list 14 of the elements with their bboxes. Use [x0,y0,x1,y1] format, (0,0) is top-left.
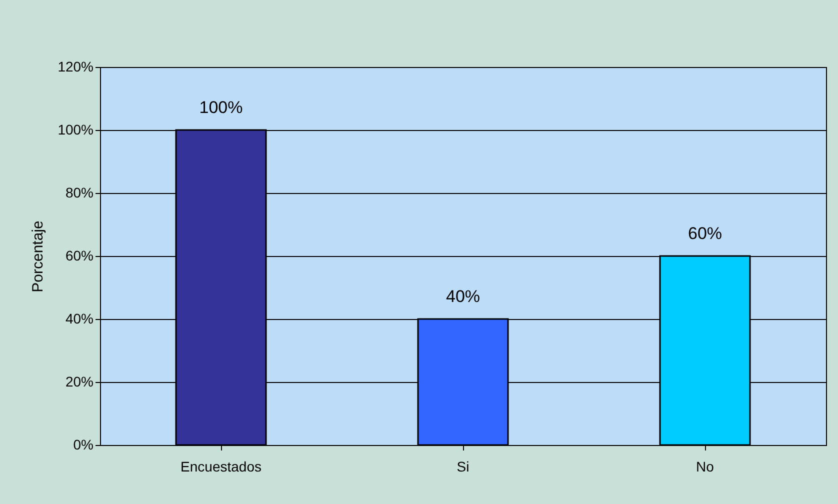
y-tick-label: 40% [65,310,94,326]
y-tick-label: 20% [65,374,94,390]
y-axis-title: Porcentaje [30,220,47,292]
y-tick-label: 80% [65,184,94,200]
y-tick-label: 60% [65,248,94,264]
data-label: 100% [199,98,243,117]
y-tick-label: 100% [58,122,94,138]
data-label: 60% [688,224,722,243]
y-tick-label: 120% [58,58,94,74]
y-tick-label: 0% [73,436,94,452]
x-tick-label: Si [456,458,470,474]
data-label: 40% [446,287,480,306]
x-tick-label: Encuestados [180,458,262,474]
x-tick-label: No [696,458,714,474]
